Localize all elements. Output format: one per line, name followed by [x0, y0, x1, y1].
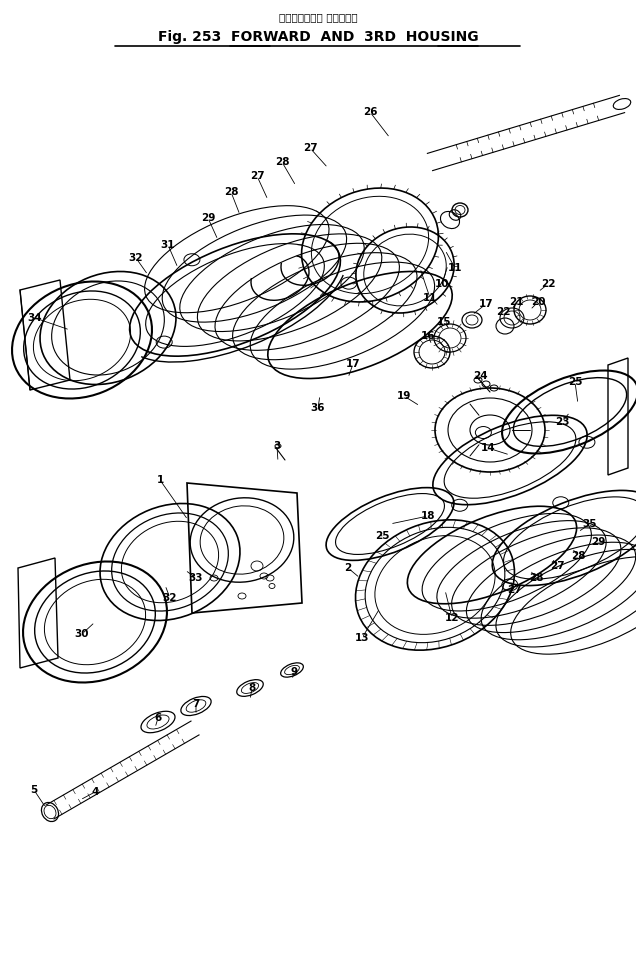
Text: 31: 31 — [161, 240, 176, 250]
Text: 30: 30 — [75, 629, 89, 639]
Text: 28: 28 — [275, 157, 289, 167]
Text: 32: 32 — [163, 593, 177, 603]
Text: 28: 28 — [529, 573, 543, 583]
Text: 12: 12 — [445, 613, 459, 623]
Text: 28: 28 — [570, 551, 585, 561]
Text: 4: 4 — [92, 787, 99, 797]
Text: 15: 15 — [437, 317, 452, 327]
Text: 25: 25 — [568, 377, 582, 387]
Text: 27: 27 — [507, 585, 522, 595]
Text: 前進および３速 ハウジング: 前進および３速 ハウジング — [279, 12, 357, 22]
Text: 18: 18 — [421, 511, 435, 521]
Text: 33: 33 — [189, 573, 204, 583]
Text: 34: 34 — [28, 313, 43, 323]
Text: Fig. 253  FORWARD  AND  3RD  HOUSING: Fig. 253 FORWARD AND 3RD HOUSING — [158, 30, 478, 44]
Text: 8: 8 — [249, 683, 256, 693]
Text: 7: 7 — [192, 699, 200, 709]
Text: 21: 21 — [509, 297, 523, 307]
Text: 23: 23 — [555, 417, 569, 427]
Text: 29: 29 — [201, 213, 215, 223]
Text: 28: 28 — [224, 187, 238, 197]
Text: 5: 5 — [31, 785, 38, 795]
Text: 13: 13 — [355, 633, 370, 643]
Text: 24: 24 — [473, 371, 487, 381]
Text: 17: 17 — [346, 359, 361, 369]
Text: 20: 20 — [531, 297, 545, 307]
Text: 6: 6 — [155, 713, 162, 723]
Text: 35: 35 — [583, 519, 597, 529]
Text: 10: 10 — [435, 279, 449, 289]
Text: 36: 36 — [311, 403, 325, 413]
Text: 26: 26 — [363, 107, 377, 117]
Text: 25: 25 — [375, 531, 389, 541]
Text: 27: 27 — [550, 561, 564, 571]
Text: 11: 11 — [448, 263, 462, 273]
Text: 9: 9 — [291, 667, 298, 677]
Text: 16: 16 — [421, 331, 435, 341]
Text: 14: 14 — [481, 443, 495, 453]
Text: 27: 27 — [303, 143, 317, 153]
Text: 29: 29 — [591, 537, 605, 547]
Text: 17: 17 — [479, 299, 494, 309]
Text: 19: 19 — [397, 391, 411, 401]
Text: 2: 2 — [344, 563, 352, 573]
Text: 3: 3 — [273, 441, 280, 451]
Text: 11: 11 — [423, 293, 438, 303]
Text: 27: 27 — [250, 171, 265, 181]
Text: 32: 32 — [128, 253, 143, 263]
Text: 22: 22 — [541, 279, 555, 289]
Text: 22: 22 — [495, 307, 510, 317]
Text: 1: 1 — [156, 475, 163, 485]
